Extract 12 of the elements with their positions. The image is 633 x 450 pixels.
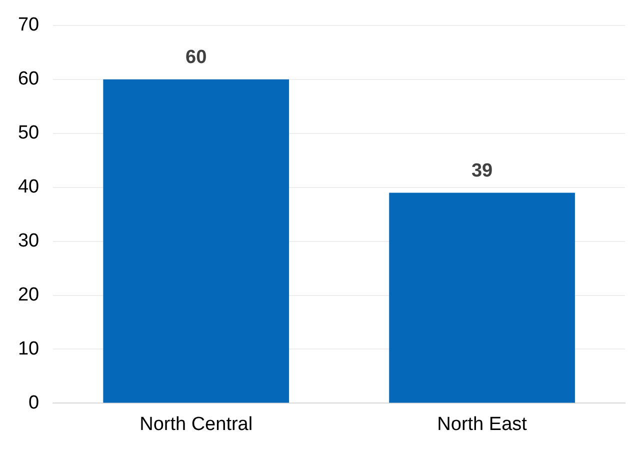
y-tick-label: 30 [18,230,40,252]
data-label: 60 [186,47,207,68]
x-tick-label: North East [437,414,528,435]
y-tick-label: 20 [18,284,40,306]
y-tick-label: 0 [28,392,40,414]
y-tick-label: 60 [18,68,40,90]
data-label: 39 [471,160,493,182]
y-tick-label: 10 [18,338,40,360]
x-tick-label: North Central [140,414,253,435]
y-tick-label: 40 [18,176,40,198]
y-tick-label: 70 [18,14,40,36]
y-tick-label: 50 [18,122,40,144]
